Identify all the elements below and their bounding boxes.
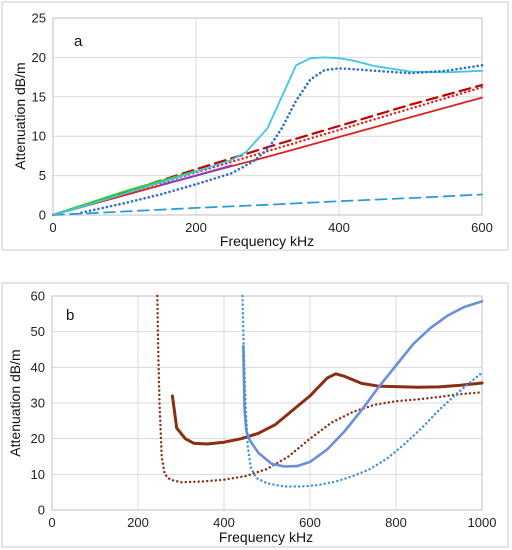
panel-a-y-tick-label: 25 [32,11,46,26]
panel-b-series-line-2 [156,294,484,484]
panel-b-x-tick-label: 600 [299,515,321,530]
chart-panel-b: 0 200 400 600 800 1000 0 10 20 30 40 50 60 b Freque… [1,282,509,548]
panel-b-y-axis-title: Attenuation dB/m [7,349,23,456]
panel-a-x-tick-label: 600 [471,220,493,235]
panel-b-gridlines [51,295,483,511]
panel-b-x-axis-title: Frequency kHz [219,529,313,545]
panel-a-y-tick-label: 20 [32,50,46,65]
panel-a-y-axis-title: Attenuation dB/m [12,62,28,169]
panel-b-y-tick-label: 40 [31,360,45,375]
panel-a-x-tick-label: 400 [328,220,350,235]
panel-b-frame [1,282,509,548]
panel-a-x-tick-label: 0 [49,220,56,235]
panel-b-y-tick-label: 30 [31,396,45,411]
panel-a-series-line-6 [159,164,233,187]
panel-b-y-tick-label: 10 [31,467,45,482]
panel-b-y-tick-labels: 0 10 20 30 40 50 60 [31,289,45,518]
panel-a-x-tick-label: 200 [185,220,207,235]
panel-a-x-axis-title: Frequency kHz [220,233,314,249]
panel-b-x-tick-label: 0 [48,515,55,530]
panel-b-letter: b [66,307,74,324]
panel-a-series-line-5 [59,169,197,214]
panel-a-series-group [51,56,484,217]
panel-b-x-tick-labels: 0 200 400 600 800 1000 [48,515,496,530]
panel-a-gridlines [52,17,483,216]
panel-a-series-line-3 [51,86,484,217]
panel-a-y-tick-label: 0 [39,208,46,223]
panel-b-y-tick-label: 20 [31,431,45,446]
panel-b-x-tick-label: 400 [213,515,235,530]
panel-b-y-tick-label: 50 [31,324,45,339]
panel-a-plot-border [52,17,483,216]
panel-b-x-tick-label: 200 [127,515,149,530]
panel-a-series-line-2 [52,96,483,216]
panel-a-y-tick-label: 5 [39,168,46,183]
panel-b-y-tick-label: 60 [31,289,45,304]
panel-a-series-line-8 [80,64,484,214]
panel-a-y-tick-label: 15 [32,89,46,104]
panel-b-x-tick-label: 1000 [468,515,497,530]
panel-a-y-tick-label: 10 [32,129,46,144]
panel-a-y-tick-labels: 0 5 10 15 20 25 [32,11,46,223]
panel-b-x-tick-label: 800 [385,515,407,530]
panel-b-y-tick-label: 0 [38,503,45,518]
panel-b-series-group [156,294,484,488]
panel-b-series-line-4 [241,294,484,488]
panel-a-series-line-7 [52,56,483,216]
panel-b-series-line-1 [170,372,484,446]
panel-a-frame [1,1,509,251]
panel-a-x-tick-labels: 0 200 400 600 [49,220,492,235]
chart-panel-a: 0 200 400 600 0 5 10 15 20 25 a Frequency kHz At… [1,1,509,251]
panel-a-letter: a [74,33,83,50]
panel-a-series-line-1 [52,193,483,216]
panel-b-plot-border [51,295,483,511]
